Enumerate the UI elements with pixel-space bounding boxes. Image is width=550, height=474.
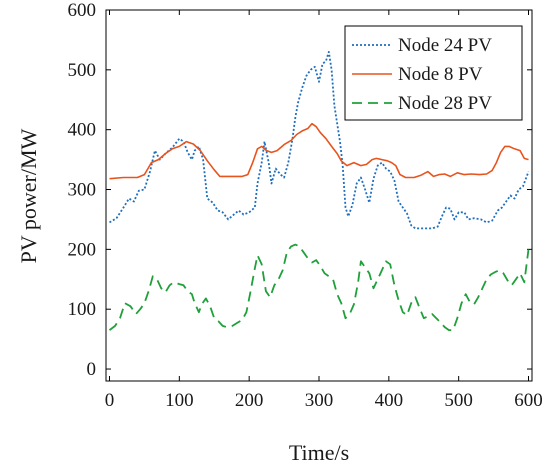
x-axis-ticks: 0 100 200 300 400 500 600 <box>105 10 543 411</box>
x-tick-label: 600 <box>514 390 543 411</box>
legend-label-1: Node 24 PV <box>398 35 492 56</box>
y-tick-label: 0 <box>87 359 97 380</box>
x-tick-label: 200 <box>235 390 264 411</box>
legend-box <box>344 25 523 121</box>
y-tick-label: 300 <box>68 180 97 201</box>
x-tick-label: 400 <box>375 390 404 411</box>
series-line-3 <box>108 243 530 331</box>
x-tick-label: 0 <box>105 390 115 411</box>
legend-label-2: Node 8 PV <box>398 64 483 85</box>
y-axis-ticks: 0 100 200 300 400 500 600 <box>68 0 532 380</box>
series-line-2 <box>109 122 529 180</box>
x-tick-label: 500 <box>444 390 473 411</box>
x-tick-label: 300 <box>305 390 334 411</box>
x-tick-label: 100 <box>165 390 194 411</box>
y-tick-label: 400 <box>68 120 97 141</box>
x-axis-label: Time/s <box>289 440 349 465</box>
y-tick-label: 500 <box>68 60 97 81</box>
y-tick-label: 600 <box>68 0 97 21</box>
legend-label-3: Node 28 PV <box>398 93 492 114</box>
y-tick-label: 200 <box>68 239 97 260</box>
series-layer <box>108 51 530 331</box>
legend: Node 24 PV Node 8 PV Node 28 PV <box>344 25 523 121</box>
series-line-1 <box>109 51 530 230</box>
y-axis-label: PV power/MW <box>16 128 41 263</box>
y-tick-label: 100 <box>68 299 97 320</box>
